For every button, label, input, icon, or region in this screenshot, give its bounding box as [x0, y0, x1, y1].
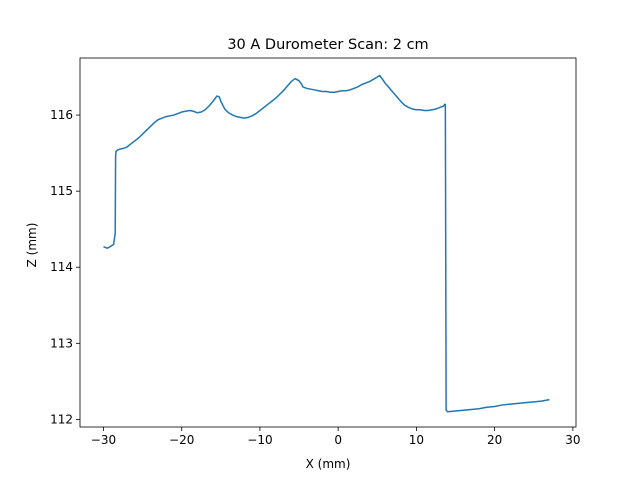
x-tick-label: −30: [91, 433, 116, 447]
y-tick-label: 113: [50, 336, 73, 350]
x-tick-label: −10: [247, 433, 272, 447]
chart-title: 30 A Durometer Scan: 2 cm: [227, 37, 428, 53]
y-tick-label: 114: [50, 260, 73, 274]
x-tick-label: 30: [565, 433, 580, 447]
x-tick-label: 20: [487, 433, 502, 447]
x-tick-label: 10: [409, 433, 424, 447]
y-tick-label: 115: [50, 184, 73, 198]
x-axis-label: X (mm): [306, 457, 351, 471]
y-tick-label: 112: [50, 412, 73, 426]
x-tick-label: 0: [334, 433, 342, 447]
plot-area: −30 −20 −10 0 10 20 30 112 113 114 115 116: [50, 57, 581, 447]
y-axis-label: Z (mm): [25, 223, 39, 268]
plot-frame: [79, 57, 577, 428]
y-tick-label: 116: [50, 108, 73, 122]
series-line: [103, 74, 550, 413]
x-tick-label: −20: [169, 433, 194, 447]
